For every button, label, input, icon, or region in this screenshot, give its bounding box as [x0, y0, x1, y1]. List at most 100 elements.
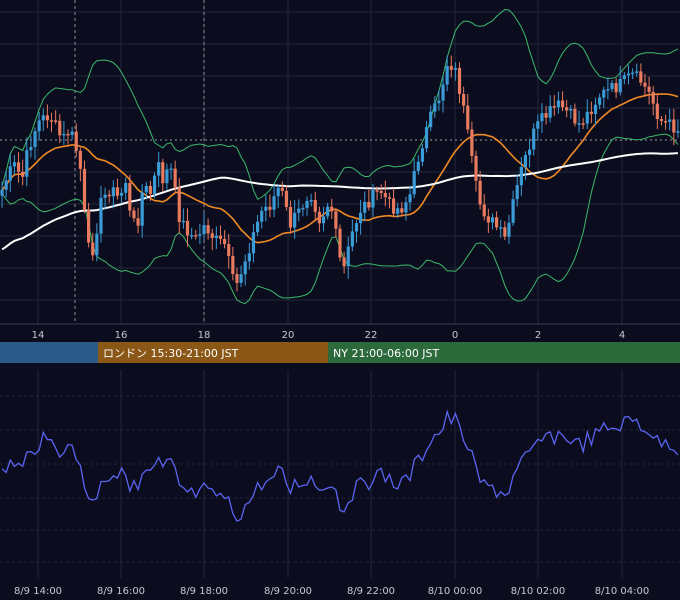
candle	[235, 267, 239, 292]
candle-body	[354, 223, 359, 232]
candle	[631, 68, 635, 80]
candle-body	[21, 171, 25, 177]
candle-body	[119, 192, 124, 196]
candle	[585, 99, 589, 130]
x-tick: 4	[619, 330, 625, 341]
candle	[470, 121, 474, 164]
candle-body	[532, 128, 536, 150]
candle	[206, 218, 210, 240]
candle	[581, 117, 585, 130]
candle-body	[412, 170, 416, 195]
candle	[416, 155, 420, 175]
candle	[144, 181, 148, 200]
candle-body	[293, 212, 297, 228]
candle	[478, 170, 482, 210]
candle	[202, 212, 206, 240]
candle-body	[37, 120, 41, 132]
candle-body	[152, 175, 157, 195]
candle-body	[462, 93, 466, 106]
candle-body	[589, 111, 593, 114]
candle-body	[387, 197, 392, 199]
candle	[519, 157, 523, 196]
candle	[408, 185, 412, 211]
candle	[140, 183, 144, 238]
candle-body	[350, 231, 354, 247]
candle	[21, 159, 25, 186]
candle-body	[585, 111, 589, 124]
candle	[359, 199, 363, 235]
candle	[210, 228, 214, 251]
candle	[177, 178, 181, 234]
candle-body	[437, 100, 441, 104]
candle	[165, 163, 169, 190]
candle	[404, 196, 408, 221]
candle-body	[202, 225, 206, 235]
candle	[606, 77, 610, 100]
candle-body	[111, 187, 115, 197]
candle	[132, 207, 136, 222]
candle	[194, 229, 198, 240]
candle-body	[490, 217, 495, 223]
candle-body	[239, 274, 243, 283]
candle-body	[548, 106, 552, 118]
candle-body	[651, 91, 655, 104]
candle-body	[140, 192, 144, 226]
candle	[482, 194, 486, 221]
session-ny-label: NY 21:00-06:00 JST	[333, 347, 440, 360]
candle	[379, 184, 383, 200]
candle-body	[210, 233, 214, 239]
candle-body	[231, 256, 235, 274]
candle-body	[420, 148, 425, 162]
candle-body	[107, 194, 111, 197]
candle	[33, 127, 37, 160]
candle-body	[198, 234, 202, 236]
candle-body	[655, 103, 659, 120]
candle-body	[185, 220, 190, 236]
candle-body	[144, 185, 148, 193]
candle-body	[639, 71, 643, 83]
candle-body	[268, 206, 272, 210]
candle	[412, 158, 416, 199]
candle-body	[429, 111, 433, 128]
candle	[227, 234, 231, 269]
candle-body	[408, 194, 412, 203]
candle-body	[227, 244, 231, 257]
candle-body	[569, 108, 573, 111]
candle-body	[466, 105, 470, 130]
candle	[272, 184, 276, 218]
candle-body	[433, 103, 437, 112]
candle	[301, 204, 305, 217]
candle	[499, 219, 503, 238]
candle-body	[330, 206, 334, 212]
candle	[598, 93, 602, 110]
candle	[128, 174, 132, 217]
candle-body	[556, 100, 561, 108]
candle	[70, 126, 74, 140]
candle	[474, 150, 478, 192]
candle-body	[577, 123, 581, 125]
candle	[111, 180, 115, 209]
candle	[375, 186, 379, 201]
candle	[173, 160, 177, 193]
candle	[293, 200, 297, 239]
candle	[540, 103, 544, 133]
candle	[396, 202, 400, 218]
candle	[400, 201, 404, 217]
candle-body	[223, 238, 227, 245]
candle	[8, 153, 12, 193]
candle	[544, 105, 548, 125]
candle	[503, 221, 507, 240]
oscillator-line	[1, 409, 679, 523]
candle-body	[565, 107, 569, 111]
candle	[420, 143, 425, 167]
bollinger-upper	[1, 8, 679, 201]
candle-body	[515, 185, 519, 200]
candle-body	[260, 210, 264, 222]
candle	[148, 180, 153, 201]
candle-body	[148, 185, 153, 195]
candle-body	[288, 207, 293, 228]
candle	[169, 163, 173, 180]
candle-body	[173, 168, 177, 188]
candle	[441, 76, 445, 113]
